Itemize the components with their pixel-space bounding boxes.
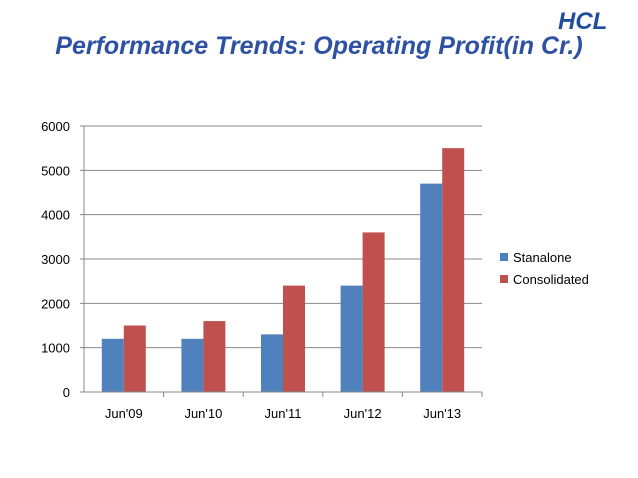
y-tick-label: 4000: [41, 208, 70, 223]
y-tick-label: 5000: [41, 163, 70, 178]
hcl-logo-text: HCL: [558, 8, 607, 34]
x-tick-label: Jun'12: [344, 406, 382, 421]
x-axis-labels: Jun'09 Jun'10 Jun'11 Jun'12 Jun'13: [105, 406, 461, 421]
y-tick-label: 6000: [41, 119, 70, 134]
bar-consolidated: [442, 148, 465, 392]
bar-standalone: [340, 285, 363, 392]
x-tick-label: Jun'11: [265, 406, 302, 421]
legend-swatch: [500, 275, 508, 283]
y-tick-label: 2000: [41, 296, 70, 311]
page-title: Performance Trends: Operating Profit(in …: [55, 32, 583, 60]
hcl-logo: HCL: [558, 8, 607, 34]
legend-label: Stanalone: [513, 250, 572, 265]
bar-consolidated: [283, 285, 305, 392]
y-tick-label: 3000: [41, 252, 70, 267]
legend: Stanalone Consolidated: [500, 250, 589, 287]
bars: [101, 148, 465, 392]
bar-consolidated: [203, 321, 226, 392]
bar-standalone: [101, 338, 124, 392]
axes: [83, 126, 483, 397]
y-tick-label: 0: [63, 385, 70, 400]
bar-consolidated: [123, 325, 146, 392]
grid-lines: [80, 125, 482, 393]
y-tick-label: 1000: [41, 341, 70, 356]
bar-standalone: [420, 183, 443, 392]
bar-standalone: [261, 334, 283, 392]
legend-label: Consolidated: [513, 272, 589, 287]
x-tick-label: Jun'13: [423, 406, 461, 421]
legend-swatch: [500, 253, 508, 261]
bar-consolidated: [362, 232, 385, 392]
bar-standalone: [181, 338, 204, 392]
x-tick-label: Jun'10: [184, 406, 222, 421]
x-tick-label: Jun'09: [105, 406, 143, 421]
y-axis-labels: 0 1000 2000 3000 4000 5000 6000: [41, 119, 70, 400]
